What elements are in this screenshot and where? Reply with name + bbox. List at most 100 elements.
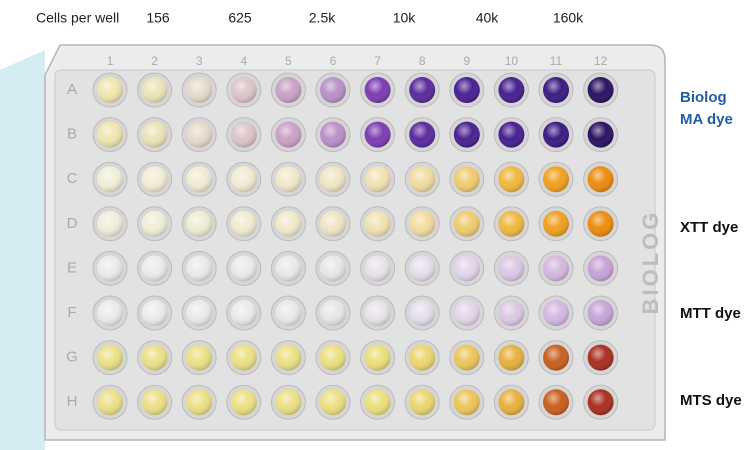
- well-shine: [498, 255, 524, 281]
- column-number: 12: [594, 54, 608, 68]
- column-number: 9: [463, 54, 470, 68]
- well-shine: [365, 255, 391, 281]
- well-shine: [320, 211, 346, 237]
- well-shine: [498, 122, 524, 148]
- well-shine: [320, 166, 346, 192]
- well-shine: [409, 300, 435, 326]
- well-shine: [588, 389, 614, 415]
- dye-label: MTS dye: [680, 392, 742, 409]
- column-number: 4: [240, 54, 247, 68]
- column-number: 6: [330, 54, 337, 68]
- well-shine: [454, 122, 480, 148]
- well-shine: [231, 255, 257, 281]
- row-letter: C: [67, 170, 78, 187]
- well-shine: [142, 345, 168, 371]
- well-shine: [498, 300, 524, 326]
- well-shine: [186, 255, 212, 281]
- well-shine: [543, 389, 569, 415]
- column-number: 7: [374, 54, 381, 68]
- well-shine: [365, 166, 391, 192]
- well-shine: [588, 255, 614, 281]
- dye-label: MTT dye: [680, 305, 741, 322]
- well-shine: [142, 255, 168, 281]
- well-shine: [498, 166, 524, 192]
- well-shine: [409, 255, 435, 281]
- well-shine: [275, 166, 301, 192]
- well-shine: [231, 300, 257, 326]
- column-number: 11: [550, 54, 563, 68]
- well-shine: [543, 122, 569, 148]
- well-shine: [320, 122, 346, 148]
- well-shine: [97, 77, 123, 103]
- row-letter: G: [66, 349, 78, 366]
- well-shine: [543, 77, 569, 103]
- well-shine: [275, 300, 301, 326]
- well-shine: [231, 345, 257, 371]
- column-number: 2: [151, 54, 158, 68]
- column-header: 625: [228, 10, 252, 26]
- well-shine: [498, 345, 524, 371]
- well-shine: [97, 345, 123, 371]
- well-shine: [231, 389, 257, 415]
- dye-label: MA dye: [680, 111, 733, 128]
- background-sheet: [0, 50, 45, 450]
- row-letter: F: [67, 304, 76, 321]
- well-shine: [365, 389, 391, 415]
- column-number: 3: [196, 54, 203, 68]
- column-number: 1: [107, 54, 114, 68]
- well-shine: [275, 122, 301, 148]
- well-shine: [543, 166, 569, 192]
- column-header: 156: [146, 10, 170, 26]
- well-shine: [409, 122, 435, 148]
- row-letter: D: [67, 215, 78, 232]
- column-number: 10: [505, 54, 519, 68]
- well-shine: [588, 300, 614, 326]
- well-shine: [454, 211, 480, 237]
- well-shine: [320, 255, 346, 281]
- well-shine: [320, 345, 346, 371]
- column-header: 160k: [553, 10, 584, 26]
- well-shine: [409, 345, 435, 371]
- well-shine: [97, 389, 123, 415]
- well-shine: [320, 300, 346, 326]
- well-shine: [142, 389, 168, 415]
- well-shine: [454, 389, 480, 415]
- well-shine: [365, 122, 391, 148]
- well-shine: [454, 255, 480, 281]
- well-shine: [186, 122, 212, 148]
- row-letter: H: [67, 393, 78, 410]
- well-shine: [186, 166, 212, 192]
- well-shine: [142, 77, 168, 103]
- well-shine: [275, 389, 301, 415]
- well-shine: [588, 77, 614, 103]
- well-shine: [454, 300, 480, 326]
- well-shine: [186, 211, 212, 237]
- well-shine: [97, 255, 123, 281]
- well-shine: [275, 345, 301, 371]
- well-shine: [588, 166, 614, 192]
- well-shine: [97, 300, 123, 326]
- well-shine: [498, 77, 524, 103]
- well-shine: [409, 77, 435, 103]
- well-shine: [409, 389, 435, 415]
- well-shine: [186, 389, 212, 415]
- header-label: Cells per well: [36, 10, 119, 26]
- well-shine: [275, 255, 301, 281]
- well-shine: [97, 122, 123, 148]
- well-shine: [186, 345, 212, 371]
- well-shine: [231, 122, 257, 148]
- well-shine: [454, 345, 480, 371]
- well-shine: [588, 211, 614, 237]
- row-letter: E: [67, 259, 77, 276]
- well-shine: [231, 166, 257, 192]
- well-shine: [365, 211, 391, 237]
- well-shine: [275, 211, 301, 237]
- dye-label: XTT dye: [680, 219, 738, 236]
- figure: Cells per well BIOLOG 1566252.5k10k40k16…: [0, 0, 756, 450]
- column-header: 10k: [393, 10, 417, 26]
- well-shine: [588, 345, 614, 371]
- well-shine: [142, 211, 168, 237]
- well-shine: [142, 166, 168, 192]
- well-shine: [498, 211, 524, 237]
- row-letter: A: [67, 81, 77, 98]
